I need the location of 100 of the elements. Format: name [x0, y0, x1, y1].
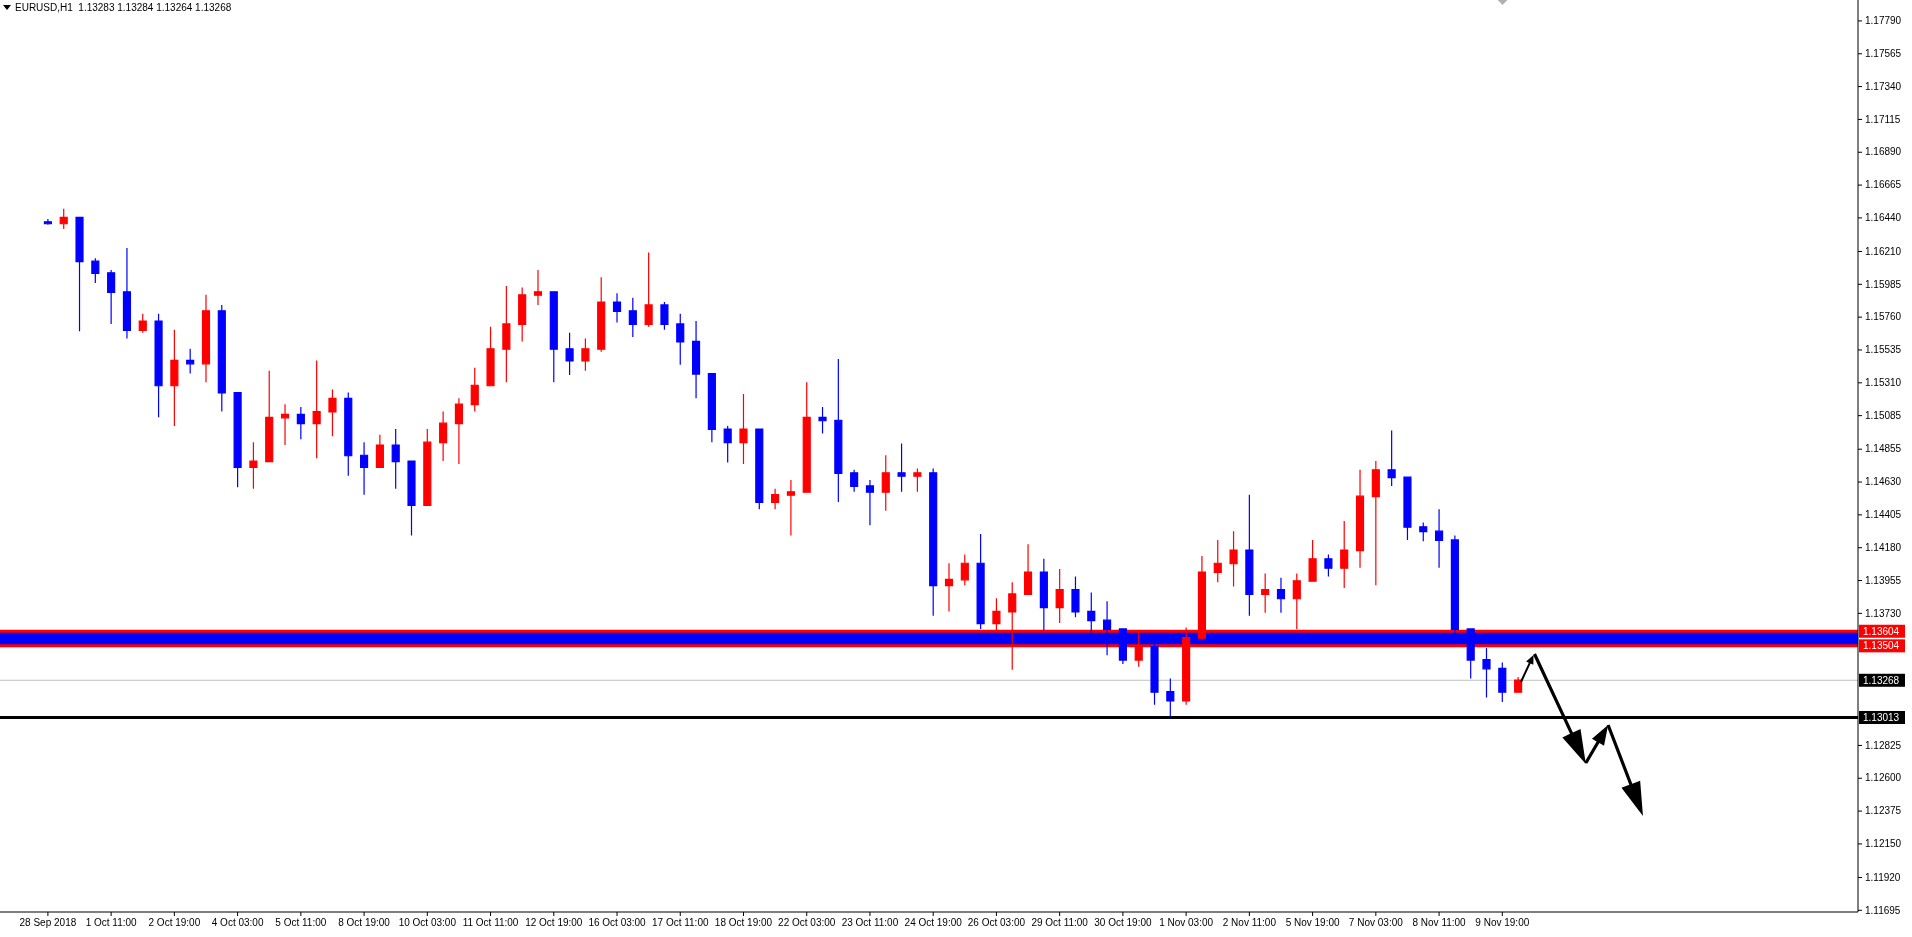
candlestick	[1071, 575, 1080, 618]
candlestick	[1340, 520, 1349, 589]
candlestick	[43, 218, 52, 226]
candlestick	[818, 406, 827, 434]
candlestick	[881, 454, 890, 512]
x-tick-label: 22 Oct 03:00	[778, 917, 836, 929]
x-tick-label: 9 Nov 19:00	[1475, 917, 1530, 929]
y-tick-label: 1.17790	[1865, 15, 1902, 27]
candlestick	[802, 381, 811, 493]
candlestick	[122, 247, 132, 340]
candlestick	[217, 304, 226, 413]
candlestick	[929, 467, 938, 617]
y-tick-label: 1.13730	[1865, 607, 1902, 619]
x-tick-label: 30 Oct 19:00	[1094, 917, 1152, 929]
candlestick	[913, 467, 922, 493]
x-tick-label: 26 Oct 03:00	[967, 917, 1026, 929]
x-tick-label: 1 Nov 03:00	[1159, 917, 1214, 929]
candlestick	[1245, 494, 1254, 617]
x-tick-label: 16 Oct 03:00	[588, 917, 647, 929]
candlestick	[739, 393, 748, 465]
candlestick	[470, 367, 479, 413]
candlestick	[407, 460, 416, 537]
x-tick-label: 17 Oct 11:00	[651, 917, 709, 929]
candlestick	[897, 443, 906, 493]
x-tick-label: 28 Sep 2018	[19, 917, 77, 929]
x-tick-label: 10 Oct 03:00	[398, 917, 457, 929]
y-tick-label: 1.12150	[1865, 838, 1902, 850]
x-tick-label: 5 Nov 19:00	[1285, 917, 1340, 929]
candlestick	[1229, 530, 1238, 588]
candlestick	[834, 358, 843, 503]
candlestick	[59, 208, 68, 230]
candlestick	[597, 276, 606, 353]
candlestick	[312, 359, 321, 459]
ref-line-label: 1.13504	[1863, 640, 1900, 652]
chart-title: EURUSD,H1 1.13283 1.13284 1.13264 1.13268	[15, 2, 232, 13]
x-tick-label: 7 Nov 03:00	[1348, 917, 1404, 929]
candlestick	[375, 434, 384, 469]
x-tick-label: 23 Oct 11:00	[841, 917, 899, 929]
candlestick	[439, 410, 448, 462]
y-tick-label: 1.14630	[1865, 476, 1902, 488]
y-tick-label: 1.11920	[1865, 871, 1901, 883]
candlestick	[1403, 476, 1412, 541]
y-tick-label: 1.16440	[1865, 212, 1902, 224]
y-tick-label: 1.15310	[1865, 377, 1902, 389]
candlestick	[1039, 558, 1048, 631]
candlestick	[265, 370, 274, 463]
x-tick-label: 8 Oct 19:00	[338, 917, 391, 929]
candlestick	[850, 469, 859, 493]
candlestick	[296, 406, 305, 440]
candlestick	[328, 389, 337, 437]
candlestick	[249, 441, 258, 490]
y-tick-label: 1.15760	[1865, 311, 1902, 323]
candlestick	[502, 285, 511, 383]
candlestick	[944, 562, 954, 612]
y-tick-label: 1.15085	[1865, 409, 1902, 421]
candlestick	[186, 348, 195, 375]
x-tick-label: 11 Oct 11:00	[462, 917, 519, 929]
candlestick	[1308, 539, 1317, 582]
candlestick	[91, 257, 100, 284]
candlestick	[691, 320, 701, 399]
candlestick	[1371, 460, 1380, 586]
candlestick	[1213, 539, 1222, 583]
candlestick	[660, 301, 669, 331]
y-tick-label: 1.12375	[1865, 805, 1902, 817]
y-tick-label: 1.17565	[1865, 47, 1902, 59]
candlestick	[865, 479, 875, 526]
candlestick	[755, 428, 764, 510]
candlestick	[1482, 647, 1491, 699]
candlestick	[486, 326, 495, 387]
candlestick	[707, 372, 716, 443]
x-tick-label: 1 Oct 11:00	[85, 917, 138, 929]
candlestick	[549, 291, 558, 383]
y-tick-label: 1.12600	[1865, 772, 1902, 784]
candlestick	[1387, 429, 1396, 487]
candlestick	[170, 329, 179, 427]
x-tick-label: 4 Oct 03:00	[211, 917, 264, 929]
y-tick-label: 1.17340	[1865, 80, 1902, 92]
candlestick	[75, 216, 84, 332]
candlestick	[1514, 676, 1523, 693]
candlestick	[1498, 661, 1507, 703]
y-tick-label: 1.12825	[1865, 739, 1902, 751]
y-tick-label: 1.15535	[1865, 344, 1902, 356]
candlestick	[581, 337, 590, 372]
candlestick	[1276, 577, 1286, 614]
y-tick-label: 1.13955	[1865, 574, 1902, 586]
candlestick	[771, 488, 780, 510]
ref-line-label: 1.13268	[1863, 674, 1900, 686]
candlestick	[344, 391, 353, 477]
x-tick-label: 24 Oct 19:00	[904, 917, 963, 929]
candlestick	[612, 292, 622, 324]
candlestick	[423, 428, 432, 506]
x-tick-label: 2 Oct 19:00	[148, 917, 201, 929]
candlestick	[138, 313, 147, 334]
y-tick-label: 1.17115	[1865, 113, 1901, 125]
y-tick-label: 1.15985	[1865, 278, 1902, 290]
candlestick	[107, 269, 116, 325]
candlestick	[565, 332, 574, 376]
candlestick	[1419, 521, 1428, 542]
candlestick	[1355, 469, 1365, 569]
candlestick	[518, 286, 527, 343]
